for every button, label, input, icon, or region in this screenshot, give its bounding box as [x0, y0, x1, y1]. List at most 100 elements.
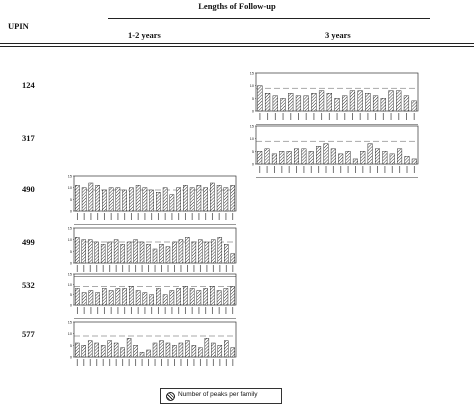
x-tick-mark	[336, 113, 338, 120]
x-tick-mark	[110, 307, 112, 314]
bar	[316, 146, 322, 165]
x-tick-mark	[103, 307, 105, 314]
x-tick-mark	[110, 213, 112, 220]
bar	[295, 95, 302, 112]
x-tick-mark	[167, 265, 169, 272]
x-tick-mark	[171, 213, 173, 220]
bar	[198, 239, 203, 264]
bar	[135, 290, 141, 306]
column-header-1-2-years: 1-2 years	[128, 30, 161, 40]
x-tick-mark	[232, 213, 234, 220]
bar	[75, 288, 80, 306]
bar	[159, 244, 164, 264]
x-tick-mark	[191, 307, 193, 314]
bar	[380, 98, 386, 112]
y-tick-label: 0	[252, 163, 254, 167]
bar	[126, 241, 132, 264]
y-tick-label: 0	[252, 110, 254, 114]
x-tick-mark	[174, 359, 175, 366]
x-tick-mark	[206, 265, 208, 272]
bar	[75, 342, 80, 358]
y-tick-label: 10	[68, 238, 72, 242]
x-tick-mark	[76, 359, 78, 366]
upin-label-532: 532	[22, 280, 35, 290]
x-tick-mark	[171, 307, 173, 314]
bar	[230, 253, 235, 264]
x-tick-mark	[225, 265, 227, 272]
bar	[318, 90, 325, 112]
x-tick-mark	[83, 359, 85, 366]
legend-label: Number of peaks per family	[178, 391, 258, 398]
bar	[142, 187, 148, 212]
x-tick-mark	[167, 359, 169, 366]
chart-upin-499: 0 5 10 15	[68, 227, 237, 277]
upin-label-577: 577	[22, 329, 35, 339]
x-tick-mark	[218, 213, 220, 220]
x-tick-mark	[89, 265, 91, 272]
bar	[338, 153, 344, 165]
y-tick-label: 10	[68, 332, 72, 336]
bar	[349, 90, 356, 112]
bar	[172, 345, 177, 358]
bar	[217, 345, 223, 358]
bar	[185, 237, 190, 264]
bar	[211, 342, 216, 358]
upin-label-124: 124	[22, 80, 35, 90]
y-tick-label: 15	[68, 273, 72, 277]
bar	[126, 338, 132, 358]
x-tick-mark	[122, 359, 124, 366]
x-tick-mark	[274, 166, 275, 173]
x-tick-mark	[211, 307, 213, 314]
bar	[382, 151, 388, 165]
x-tick-mark	[413, 166, 415, 173]
x-tick-mark	[97, 213, 99, 220]
bar	[108, 290, 114, 306]
bar	[323, 143, 329, 165]
x-tick-mark	[362, 166, 364, 173]
bar	[342, 95, 348, 112]
bar	[152, 248, 158, 264]
bar	[210, 286, 215, 306]
x-tick-mark	[187, 359, 188, 366]
bar	[257, 85, 263, 112]
x-tick-mark	[321, 113, 323, 120]
y-tick-label: 0	[70, 304, 72, 308]
x-tick-mark	[406, 166, 408, 173]
bar	[411, 158, 417, 165]
y-tick-label: 10	[68, 186, 72, 190]
bar	[217, 237, 223, 264]
x-tick-mark	[117, 307, 119, 314]
x-tick-mark	[267, 113, 269, 120]
bar	[120, 347, 125, 358]
header-double-rule-top	[0, 43, 474, 44]
bar	[216, 290, 222, 306]
x-tick-mark	[161, 359, 162, 366]
bar	[404, 156, 410, 165]
x-tick-mark	[157, 213, 159, 220]
x-tick-mark	[212, 359, 214, 366]
bar	[191, 241, 197, 264]
bar	[129, 286, 134, 306]
upin-label-499: 499	[22, 237, 35, 247]
x-tick-mark	[382, 113, 384, 120]
y-tick-label: 10	[68, 283, 72, 287]
upin-label-490: 490	[22, 184, 35, 194]
x-tick-mark	[225, 213, 227, 220]
x-tick-mark	[76, 213, 78, 220]
x-tick-mark	[318, 166, 320, 173]
x-tick-mark	[115, 359, 117, 366]
bar	[334, 98, 340, 112]
bar	[224, 340, 229, 358]
x-tick-mark	[180, 265, 182, 272]
bar	[107, 340, 112, 358]
chart-frame	[73, 175, 237, 212]
x-tick-mark	[369, 166, 371, 173]
bar	[75, 185, 80, 212]
x-tick-mark	[83, 213, 85, 220]
bar	[169, 290, 175, 306]
x-tick-mark	[218, 307, 220, 314]
x-tick-mark	[367, 113, 369, 120]
bar	[81, 292, 87, 306]
bar	[216, 185, 222, 212]
bar	[389, 153, 395, 165]
